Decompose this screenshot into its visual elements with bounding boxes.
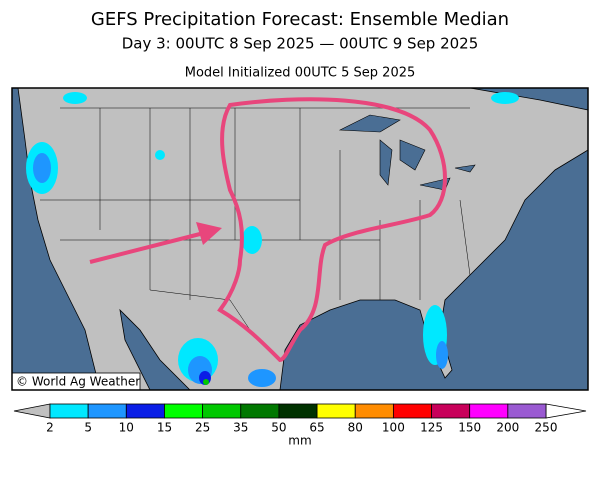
color-box <box>469 403 509 419</box>
colorbar-label: 25 <box>195 421 210 435</box>
color-box <box>278 403 318 419</box>
color-box <box>431 403 471 419</box>
color-box <box>316 403 356 419</box>
precipitation <box>26 92 519 387</box>
colorbar-label: 250 <box>535 421 558 435</box>
arrow-head <box>196 222 222 245</box>
color-box <box>392 403 432 419</box>
colorbar: 2 5 10 15 25 35 50 65 80 100 125 150 200 250 <box>13 403 587 435</box>
colorbar-label: 150 <box>458 421 481 435</box>
unit: mm <box>288 434 311 448</box>
credit: © World Ag Weather <box>16 375 140 389</box>
map: © World Ag Weather <box>11 87 589 391</box>
colorbar-label: 125 <box>420 421 443 435</box>
arrow <box>89 232 201 264</box>
colorbar-label: 35 <box>233 421 248 435</box>
color-box <box>507 403 547 419</box>
over-range <box>545 403 587 419</box>
subtitle: Day 3: 00UTC 8 Sep 2025 — 00UTC 9 Sep 20… <box>122 35 479 53</box>
colorbar-label: 200 <box>496 421 519 435</box>
colorbar-label: 5 <box>84 421 92 435</box>
colorbar-label: 80 <box>348 421 363 435</box>
color-box <box>49 403 89 419</box>
map-frame <box>11 87 589 391</box>
colorbar-label: 100 <box>382 421 405 435</box>
title: GEFS Precipitation Forecast: Ensemble Me… <box>91 9 509 30</box>
init-time: Model Initialized 00UTC 5 Sep 2025 <box>185 66 416 81</box>
colorbar-label: 15 <box>157 421 172 435</box>
colorbar-label: 2 <box>46 421 54 435</box>
color-box <box>87 403 127 419</box>
color-box <box>354 403 394 419</box>
highlight-outline <box>217 97 447 363</box>
color-box <box>240 403 280 419</box>
colorbar-label: 10 <box>119 421 134 435</box>
under-range <box>13 403 51 419</box>
color-box <box>202 403 242 419</box>
borders <box>40 107 471 361</box>
color-box <box>125 403 165 419</box>
color-box <box>164 403 204 419</box>
colorbar-label: 65 <box>309 421 324 435</box>
colorbar-label: 50 <box>271 421 286 435</box>
